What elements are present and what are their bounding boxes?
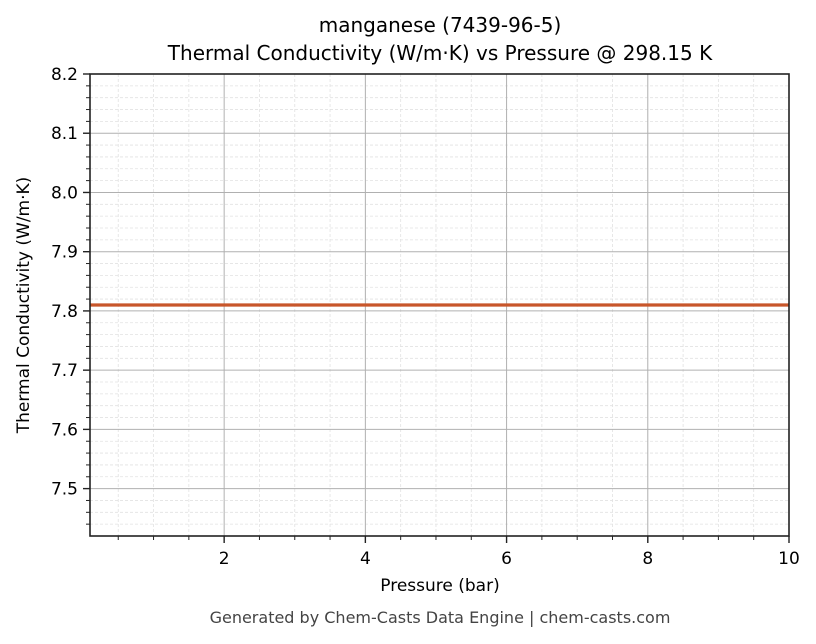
svg-text:8.1: 8.1 (51, 124, 78, 144)
svg-text:10: 10 (778, 549, 800, 569)
tick-labels: 2 4 6 8 10 7.5 7.6 7.7 7.8 7.9 8.0 8.1 8.2 (51, 65, 800, 569)
chart-subtitle: Thermal Conductivity (W/m·K) vs Pressure… (167, 41, 713, 65)
svg-text:7.7: 7.7 (51, 361, 78, 381)
axis-ticks (83, 73, 790, 543)
svg-text:8.2: 8.2 (51, 65, 78, 85)
chart-title: manganese (7439-96-5) (318, 13, 562, 37)
svg-text:7.8: 7.8 (51, 302, 78, 322)
svg-text:2: 2 (219, 549, 230, 569)
footer-credit: Generated by Chem-Casts Data Engine | ch… (209, 608, 671, 627)
y-axis-label: Thermal Conductivity (W/m·K) (14, 176, 34, 434)
svg-text:4: 4 (360, 549, 371, 569)
svg-text:7.6: 7.6 (51, 420, 78, 440)
svg-text:7.9: 7.9 (51, 243, 78, 263)
axes-frame (89, 73, 790, 537)
svg-text:8: 8 (642, 549, 653, 569)
svg-text:6: 6 (501, 549, 512, 569)
svg-text:8.0: 8.0 (51, 183, 78, 203)
x-axis-label: Pressure (bar) (380, 576, 500, 596)
svg-text:7.5: 7.5 (51, 480, 78, 500)
